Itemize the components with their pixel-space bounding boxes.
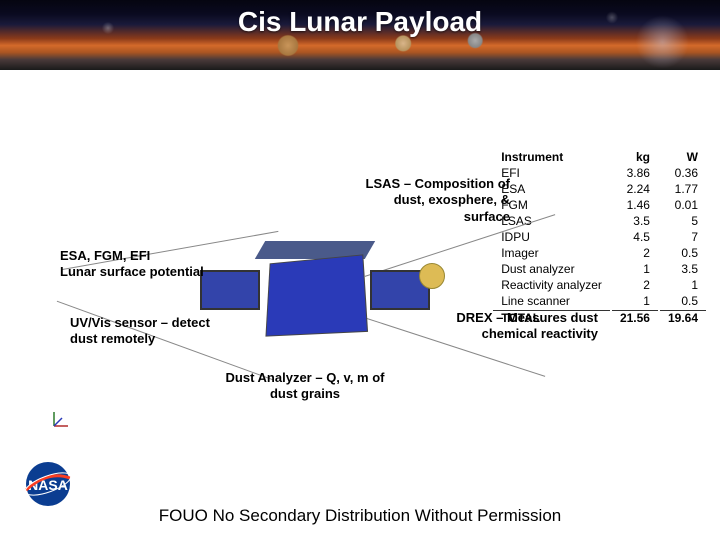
cell-instrument: Imager — [493, 246, 610, 260]
cell-instrument: EFI — [493, 166, 610, 180]
cell-instrument: FGM — [493, 198, 610, 212]
annotation-dust: Dust Analyzer – Q, v, m of dust grains — [225, 370, 385, 403]
footer-text: FOUO No Secondary Distribution Without P… — [0, 506, 720, 526]
cell-w: 7 — [660, 230, 706, 244]
cell-instrument: IDPU — [493, 230, 610, 244]
cell-w: 5 — [660, 214, 706, 228]
table-row: Line scanner10.5 — [493, 294, 706, 308]
annotation-esa: ESA, FGM, EFILunar surface potential — [60, 248, 260, 281]
cell-w: 1 — [660, 278, 706, 292]
table-row: IDPU4.57 — [493, 230, 706, 244]
cell-instrument: Reactivity analyzer — [493, 278, 610, 292]
cell-w: 0.5 — [660, 294, 706, 308]
content-area: Instrument kg W EFI3.860.36 ESA2.241.77 FG… — [0, 90, 720, 490]
axis-icon — [50, 410, 70, 430]
cell-w: 0.36 — [660, 166, 706, 180]
dish-antenna-icon — [419, 263, 445, 289]
cell-kg: 1 — [612, 294, 658, 308]
table-row: ESA2.241.77 — [493, 182, 706, 196]
table-row: EFI3.860.36 — [493, 166, 706, 180]
total-kg: 21.56 — [612, 310, 658, 325]
th-instrument: Instrument — [493, 150, 610, 164]
nasa-logo-icon: NASA — [20, 460, 76, 508]
table-row: Imager20.5 — [493, 246, 706, 260]
cell-w: 0.5 — [660, 246, 706, 260]
cell-kg: 2.24 — [612, 182, 658, 196]
satellite-body — [265, 254, 368, 336]
th-kg: kg — [612, 150, 658, 164]
cell-w: 1.77 — [660, 182, 706, 196]
cell-w: 3.5 — [660, 262, 706, 276]
instrument-table: Instrument kg W EFI3.860.36 ESA2.241.77 FG… — [491, 148, 708, 327]
cell-instrument: Dust analyzer — [493, 262, 610, 276]
th-w: W — [660, 150, 706, 164]
satellite-graphic — [240, 245, 390, 365]
cell-kg: 2 — [612, 246, 658, 260]
annotation-uv: UV/Vis sensor – detect dust remotely — [70, 315, 210, 348]
cell-kg: 4.5 — [612, 230, 658, 244]
table-row: Reactivity analyzer21 — [493, 278, 706, 292]
table-row: Dust analyzer13.5 — [493, 262, 706, 276]
cell-instrument: ESA — [493, 182, 610, 196]
header-banner: Cis Lunar Payload — [0, 0, 720, 70]
annotation-lsas: LSAS – Composition of dust, exosphere, &… — [350, 176, 510, 225]
cell-kg: 2 — [612, 278, 658, 292]
page-title: Cis Lunar Payload — [0, 6, 720, 38]
table-row: LSAS3.55 — [493, 214, 706, 228]
cell-kg: 3.86 — [612, 166, 658, 180]
total-w: 19.64 — [660, 310, 706, 325]
cell-w: 0.01 — [660, 198, 706, 212]
cell-instrument: Line scanner — [493, 294, 610, 308]
cell-kg: 1 — [612, 262, 658, 276]
cell-kg: 1.46 — [612, 198, 658, 212]
annotation-drex: DREX – Measures dust chemical reactivity — [438, 310, 598, 343]
cell-kg: 3.5 — [612, 214, 658, 228]
table-row: FGM1.460.01 — [493, 198, 706, 212]
